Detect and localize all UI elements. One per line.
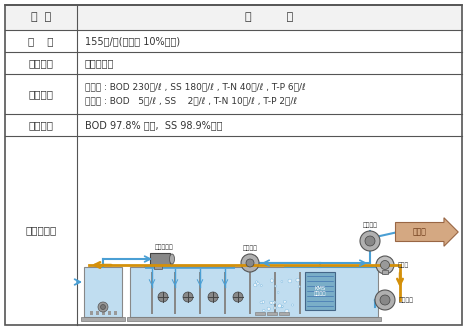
- Bar: [279, 312, 289, 315]
- Text: 처리공법: 처리공법: [28, 58, 54, 68]
- Bar: [81, 317, 125, 321]
- Circle shape: [269, 301, 273, 304]
- Circle shape: [288, 279, 292, 283]
- Circle shape: [296, 279, 299, 282]
- Text: 처리효율: 처리효율: [28, 120, 54, 130]
- Text: BOD 97.8% 이상,  SS 98.9%이상: BOD 97.8% 이상, SS 98.9%이상: [85, 120, 222, 130]
- Bar: [267, 312, 277, 315]
- Text: 내          용: 내 용: [245, 13, 294, 22]
- Circle shape: [256, 282, 259, 285]
- Bar: [130, 267, 378, 317]
- Bar: [90, 311, 92, 315]
- Circle shape: [281, 281, 283, 282]
- Bar: [145, 265, 235, 269]
- Text: 반송펌프: 반송펌프: [242, 246, 257, 251]
- FancyBboxPatch shape: [396, 218, 458, 246]
- Circle shape: [98, 302, 108, 312]
- Bar: [249, 272, 251, 314]
- Circle shape: [283, 300, 286, 303]
- Circle shape: [291, 304, 293, 306]
- Text: 블로워: 블로워: [398, 262, 409, 268]
- Circle shape: [278, 304, 282, 308]
- Bar: [107, 311, 111, 315]
- Text: 유입수 : BOD 230㎎/ℓ , SS 180㎎/ℓ , T-N 40㎎/ℓ , T-P 6㎎/ℓ: 유입수 : BOD 230㎎/ℓ , SS 180㎎/ℓ , T-N 40㎎/ℓ…: [85, 83, 306, 92]
- Circle shape: [380, 295, 390, 305]
- Circle shape: [262, 301, 265, 303]
- Text: 구  분: 구 분: [31, 13, 51, 22]
- Text: 반송펌프: 반송펌프: [399, 297, 414, 303]
- Bar: [101, 311, 105, 315]
- Text: 처리수: 처리수: [413, 227, 427, 237]
- Circle shape: [275, 285, 276, 287]
- Circle shape: [376, 256, 394, 274]
- Circle shape: [277, 292, 279, 293]
- Circle shape: [381, 260, 389, 270]
- Circle shape: [100, 305, 106, 310]
- Bar: [127, 317, 381, 321]
- Text: 155㎥/일(여유율 10%고려): 155㎥/일(여유율 10%고려): [85, 36, 180, 46]
- Text: 막분리공법: 막분리공법: [85, 58, 114, 68]
- Circle shape: [273, 301, 276, 304]
- Text: 드럼스크린: 드럼스크린: [155, 245, 173, 250]
- Circle shape: [233, 292, 243, 302]
- Circle shape: [254, 283, 257, 287]
- Bar: [113, 311, 116, 315]
- Circle shape: [282, 306, 283, 307]
- Text: 용    량: 용 량: [28, 36, 54, 46]
- Bar: [224, 272, 226, 314]
- Bar: [150, 253, 170, 265]
- Circle shape: [255, 281, 258, 283]
- Bar: [5, 5, 462, 30]
- Circle shape: [273, 307, 276, 309]
- Circle shape: [281, 306, 283, 308]
- Circle shape: [260, 301, 262, 304]
- Circle shape: [208, 292, 218, 302]
- Circle shape: [270, 279, 274, 282]
- Circle shape: [261, 285, 262, 286]
- Circle shape: [271, 301, 274, 305]
- Circle shape: [365, 236, 375, 246]
- Bar: [154, 265, 162, 269]
- Circle shape: [158, 292, 168, 302]
- Bar: [199, 272, 201, 314]
- Circle shape: [262, 309, 265, 312]
- Circle shape: [298, 285, 300, 287]
- Circle shape: [375, 290, 395, 310]
- Circle shape: [285, 309, 289, 313]
- Text: KMS
중공사막: KMS 중공사막: [314, 285, 326, 296]
- Bar: [84, 267, 122, 317]
- Text: 유출수 : BOD   5㎎/ℓ , SS    2㎎/ℓ , T-N 10㎎/ℓ , T-P 2㎎/ℓ: 유출수 : BOD 5㎎/ℓ , SS 2㎎/ℓ , T-N 10㎎/ℓ , T…: [85, 96, 297, 105]
- Bar: [299, 272, 301, 314]
- Bar: [255, 312, 265, 315]
- Circle shape: [241, 254, 259, 272]
- Text: 처리계통도: 처리계통도: [25, 225, 57, 236]
- Bar: [151, 272, 153, 314]
- Bar: [305, 272, 335, 310]
- Bar: [274, 272, 276, 314]
- Circle shape: [267, 307, 270, 311]
- Circle shape: [360, 231, 380, 251]
- Circle shape: [246, 259, 254, 267]
- Text: 처리수질: 처리수질: [28, 89, 54, 99]
- Text: 급압펌프: 급압펌프: [362, 222, 377, 228]
- Bar: [95, 311, 99, 315]
- Bar: [382, 270, 388, 274]
- Bar: [174, 272, 176, 314]
- Ellipse shape: [170, 254, 175, 264]
- Circle shape: [183, 292, 193, 302]
